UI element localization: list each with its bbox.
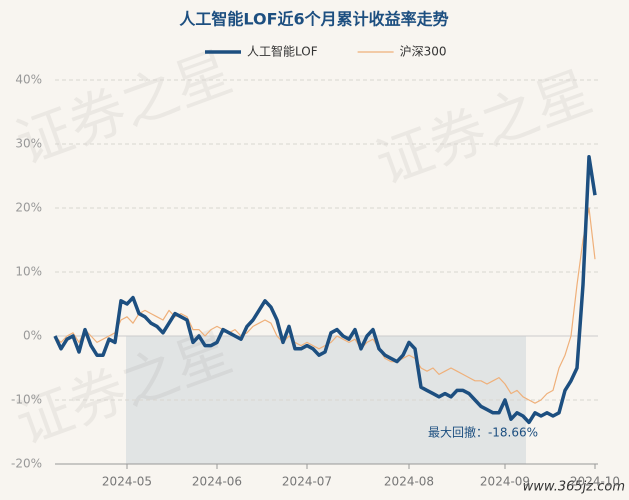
x-tick-label: 2024-05 [102,475,152,489]
legend-label: 沪深300 [400,45,447,59]
y-tick-label: -20% [11,457,42,471]
y-tick-label: -10% [11,393,42,407]
series-line [53,155,597,425]
x-tick-label: 2024-07 [282,475,332,489]
x-tick-label: 2024-09 [480,475,530,489]
annotation: 最大回撤：-18.66% [428,425,538,440]
watermark: 证券之星 [8,40,241,178]
x-tick-label: 2024-06 [192,475,242,489]
x-tick-label: 2024-08 [384,475,434,489]
chart-title: 人工智能LOF近6个月累计收益率走势 [179,10,448,29]
source: www.365jz.com [523,480,625,495]
x-tick-label: 2024-10 [570,475,620,489]
series-line [54,207,596,404]
drawdown-region [126,336,526,464]
y-tick-label: 10% [15,265,42,279]
y-tick-label: 20% [15,201,42,215]
y-tick-label: 30% [15,137,42,151]
y-tick-label: 40% [15,73,42,87]
y-tick-label: 0% [23,329,42,343]
legend-label: 人工智能LOF [247,44,318,59]
